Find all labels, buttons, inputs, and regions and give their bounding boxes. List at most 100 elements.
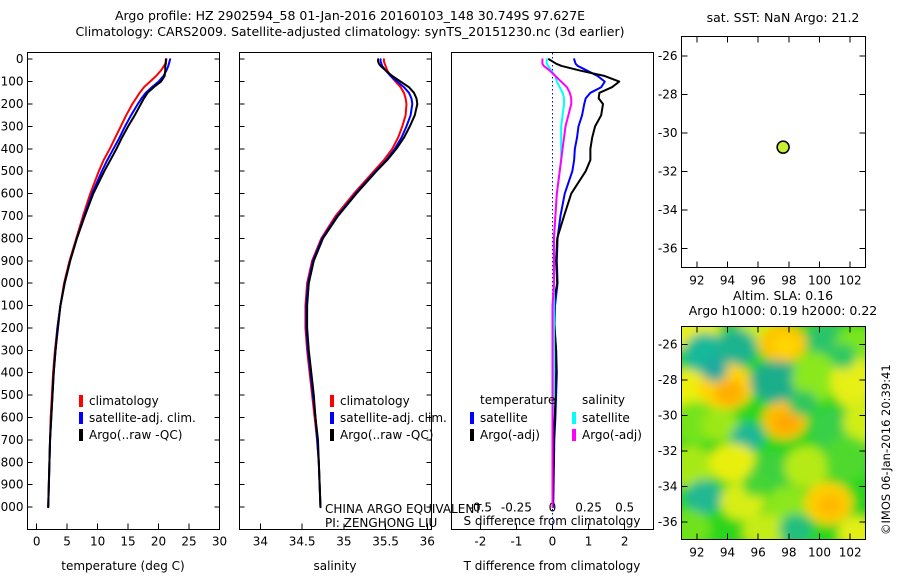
svg-text:700: 700 (1, 209, 24, 223)
svg-text:0.25: 0.25 (575, 501, 602, 515)
svg-text:1800: 1800 (0, 455, 24, 469)
legend-swatch (572, 429, 576, 441)
svg-text:-32: -32 (658, 444, 678, 458)
svg-text:1: 1 (585, 535, 593, 549)
svg-text:-2: -2 (474, 535, 486, 549)
sla-title-line1: Altim. SLA: 0.16 (733, 288, 833, 303)
legend-swatch (572, 412, 576, 424)
sla-map-y-ticks: -26 -28 -30 -32 -34 -36 (658, 337, 866, 529)
legend-swatch (330, 429, 334, 441)
svg-text:1100: 1100 (0, 299, 24, 313)
svg-text:35: 35 (336, 535, 351, 549)
sla-heatmap-field (681, 326, 866, 540)
legend-label: Argo(..raw -QC) (340, 428, 433, 442)
svg-text:1300: 1300 (0, 343, 24, 357)
sst-map-x-ticks: 92 94 96 98 100 102 (689, 36, 862, 288)
temperature-x-axis-label: temperature (deg C) (61, 559, 184, 573)
difference-top-axis-label: S difference from climatology (464, 514, 641, 528)
svg-text:1000: 1000 (0, 276, 24, 290)
copyright-label: ©IMOS 06-Jan-2016 20:39:41 (879, 364, 893, 535)
difference-legend: temperature satellite Argo(-adj) salinity sa… (470, 393, 642, 442)
svg-text:94: 94 (720, 274, 735, 288)
legend-label: climatology (89, 394, 159, 408)
svg-text:100: 100 (808, 274, 831, 288)
svg-text:98: 98 (781, 274, 796, 288)
legend-label: satellite-adj. clim. (89, 411, 196, 425)
salinity-y-ticks (239, 58, 432, 508)
salinity-profile-panel: 34 34.5 35 35.5 36 salinity climatology satel… (239, 52, 482, 573)
svg-text:-34: -34 (658, 203, 678, 217)
svg-text:1600: 1600 (0, 411, 24, 425)
svg-text:96: 96 (751, 546, 766, 560)
difference-salinity-argo-curve (541, 58, 573, 509)
svg-text:900: 900 (1, 254, 24, 268)
svg-text:1200: 1200 (0, 321, 24, 335)
svg-text:100: 100 (808, 546, 831, 560)
svg-text:10: 10 (90, 535, 105, 549)
argo-float-marker[interactable] (776, 140, 790, 154)
svg-text:102: 102 (839, 274, 862, 288)
svg-text:1900: 1900 (0, 478, 24, 492)
svg-text:-34: -34 (658, 479, 678, 493)
svg-text:-28: -28 (658, 87, 678, 101)
svg-text:500: 500 (1, 164, 24, 178)
svg-text:0: 0 (549, 535, 557, 549)
legend-swatch (470, 412, 474, 424)
svg-text:25: 25 (181, 535, 196, 549)
difference-bottom-x-ticks: -2 -1 0 1 2 (474, 523, 629, 549)
svg-text:1400: 1400 (0, 366, 24, 380)
figure-title-line1: Argo profile: HZ 2902594_58 01-Jan-2016 … (115, 8, 585, 23)
svg-text:600: 600 (1, 187, 24, 201)
temperature-legend: climatology satellite-adj. clim. Argo(..ra… (79, 394, 196, 442)
svg-text:0.5: 0.5 (615, 501, 634, 515)
difference-profile-panel: -0.5 -0.25 0 0.25 0.5 -2 -1 0 1 2 S difference f… (451, 52, 654, 573)
salinity-curves (304, 58, 419, 509)
svg-text:30: 30 (212, 535, 227, 549)
sla-title-line2: Argo h1000: 0.19 h2000: 0.22 (689, 303, 878, 318)
svg-text:2: 2 (621, 535, 629, 549)
temperature-profile-panel: 0100200300400500600700800900100011001200… (0, 52, 227, 573)
svg-text:-26: -26 (658, 337, 678, 351)
sla-map-panel: 92 94 96 98 100 102 -26 -28 -30 -32 -34 -36 (658, 326, 866, 560)
legend-swatch (470, 429, 474, 441)
legend-swatch (79, 429, 83, 441)
legend-swatch (330, 412, 334, 424)
svg-text:15: 15 (120, 535, 135, 549)
svg-text:-36: -36 (658, 241, 678, 255)
svg-text:0: 0 (16, 52, 24, 66)
temperature-argo-curve (47, 58, 167, 509)
svg-text:-26: -26 (658, 49, 678, 63)
legend-group-heading: salinity (582, 393, 625, 407)
difference-temperature-argo-curve (547, 58, 621, 509)
svg-text:35.5: 35.5 (372, 535, 399, 549)
svg-text:-1: -1 (510, 535, 522, 549)
legend-label: satellite-adj. clim. (340, 411, 447, 425)
svg-text:-0.5: -0.5 (469, 501, 492, 515)
sla-map-x-ticks: 92 94 96 98 100 102 (689, 326, 862, 560)
legend-group-heading: temperature (480, 393, 555, 407)
sst-map-panel: sat. SST: NaN Argo: 21.2 92 94 96 98 100 102 … (658, 10, 877, 318)
svg-text:-36: -36 (658, 515, 678, 529)
svg-text:1700: 1700 (0, 433, 24, 447)
difference-bottom-axis-label: T difference from climatology (463, 559, 641, 573)
svg-text:400: 400 (1, 142, 24, 156)
salinity-legend: climatology satellite-adj. clim. Argo(..ra… (330, 394, 447, 442)
sst-map-y-ticks: -26 -28 -30 -32 -34 -36 (658, 49, 866, 255)
legend-label: Argo(..raw -QC) (89, 428, 182, 442)
svg-text:34: 34 (253, 535, 268, 549)
svg-text:92: 92 (689, 546, 704, 560)
svg-text:-28: -28 (658, 373, 678, 387)
svg-text:34.5: 34.5 (289, 535, 316, 549)
svg-text:800: 800 (1, 231, 24, 245)
legend-label: satellite (480, 411, 528, 425)
svg-text:0: 0 (33, 535, 41, 549)
svg-text:1500: 1500 (0, 388, 24, 402)
provider-line1: CHINA ARGO EQUIVALENT (325, 502, 482, 516)
svg-text:102: 102 (839, 546, 862, 560)
legend-label: Argo(-adj) (582, 428, 642, 442)
salinity-argo-curve (306, 58, 419, 509)
legend-label: climatology (340, 394, 410, 408)
legend-swatch (79, 412, 83, 424)
svg-text:92: 92 (689, 274, 704, 288)
